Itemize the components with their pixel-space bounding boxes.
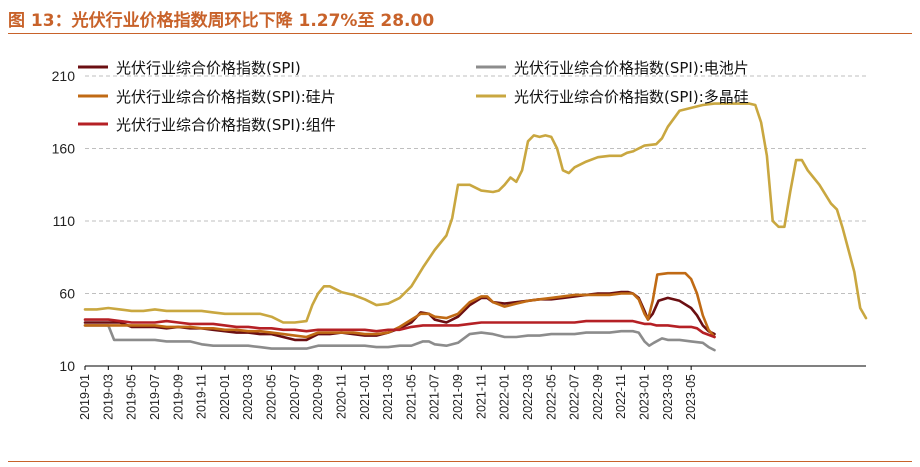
x-tick-label: 2019-03 <box>101 374 115 420</box>
series-line-3 <box>83 102 868 324</box>
legend-label: 光伏行业综合价格指数(SPI):电池片 <box>514 59 749 77</box>
legend-label: 光伏行业综合价格指数(SPI):多晶硅 <box>514 88 749 106</box>
series-line-1 <box>83 324 716 352</box>
y-axis-ticks: 10 60 110 160 210 <box>52 68 76 374</box>
y-tick-label: 10 <box>59 358 75 374</box>
x-tick-label: 2022-11 <box>614 374 628 419</box>
x-tick-label: 2023-01 <box>638 374 652 420</box>
x-tick-label: 2021-09 <box>451 374 465 420</box>
x-tick-label: 2019-09 <box>171 374 185 420</box>
x-tick-label: 2023-05 <box>684 374 698 420</box>
legend-label: 光伏行业综合价格指数(SPI):硅片 <box>116 88 336 106</box>
x-tick-label: 2021-05 <box>404 374 418 420</box>
x-tick-label: 2021-03 <box>381 374 395 420</box>
x-tick-label: 2022-09 <box>591 374 605 420</box>
x-tick-label: 2022-05 <box>544 374 558 420</box>
y-tick-label: 60 <box>59 286 75 302</box>
x-tick-label: 2019-01 <box>78 374 92 420</box>
x-tick-label: 2022-07 <box>568 374 582 420</box>
series-lines <box>83 102 868 352</box>
x-tick-label: 2022-03 <box>521 374 535 420</box>
x-tick-label: 2020-03 <box>241 374 255 420</box>
x-tick-label: 2021-01 <box>358 374 372 420</box>
y-tick-label: 110 <box>53 213 76 229</box>
x-tick-label: 2020-05 <box>265 374 279 420</box>
series-line-4 <box>83 318 716 339</box>
bottom-divider <box>8 461 912 462</box>
legend-label: 光伏行业综合价格指数(SPI) <box>116 59 301 77</box>
x-tick-label: 2021-11 <box>474 374 488 419</box>
x-tick-label: 2021-07 <box>428 374 442 420</box>
legend-label: 光伏行业综合价格指数(SPI):组件 <box>116 116 336 134</box>
x-tick-label: 2019-05 <box>125 374 139 420</box>
title-divider <box>8 33 912 34</box>
x-tick-label: 2019-07 <box>148 374 162 420</box>
x-tick-label: 2023-03 <box>661 374 675 420</box>
x-tick-label: 2020-09 <box>311 374 325 420</box>
y-tick-label: 160 <box>52 141 76 157</box>
series-line-2 <box>83 271 716 339</box>
x-tick-label: 2020-11 <box>334 374 348 419</box>
x-axis: 2019-01 2019-03 2019-05 2019-07 2019-09 2019-… <box>78 365 866 420</box>
x-tick-label: 2022-01 <box>498 374 512 420</box>
y-tick-label: 210 <box>52 68 76 84</box>
x-tick-label: 2020-07 <box>288 374 302 420</box>
legend: 光伏行业综合价格指数(SPI) 光伏行业综合价格指数(SPI):电池片光伏行业综合… <box>78 59 749 134</box>
x-tick-label: 2019-11 <box>195 374 209 419</box>
figure-title: 图 13：光伏行业价格指数周环比下降 1.27%至 28.00 <box>8 11 435 31</box>
x-tick-label: 2020-01 <box>218 374 232 420</box>
gridlines <box>85 75 866 294</box>
